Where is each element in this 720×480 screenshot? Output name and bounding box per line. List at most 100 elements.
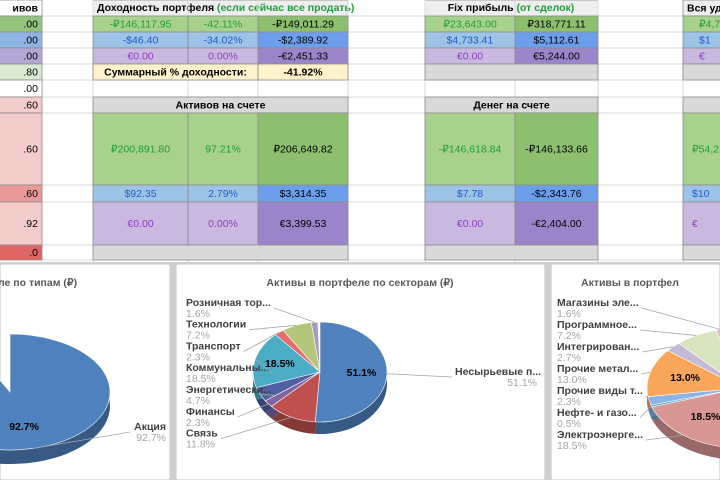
cell-text: $3,314.35	[280, 188, 327, 200]
leader-line	[255, 358, 273, 374]
cell-text: €0.00	[457, 218, 483, 230]
cell-text: $4,733.41	[447, 34, 494, 46]
legend-label: Розничная тор...	[186, 297, 271, 309]
cell	[682, 112, 720, 186]
cell	[424, 112, 516, 186]
cell-text: ₽54,2	[692, 143, 719, 155]
cell-text: -₽146,117.95	[110, 18, 172, 30]
leader-line	[645, 434, 684, 441]
leader-line	[273, 307, 315, 323]
legend-label: Финансы	[186, 406, 235, 418]
cell-text: -34.02%	[203, 34, 242, 46]
legend-value: 2.3%	[186, 417, 210, 429]
pie-slice	[315, 321, 388, 423]
cell-text: €0.00	[127, 218, 153, 230]
header-note: (от сделок)	[517, 2, 575, 14]
header-main: Доходность портфеля	[97, 2, 214, 14]
leader-line	[639, 329, 697, 336]
legend-label: Интегрирован...	[557, 341, 639, 353]
cell-text: -₽146,133.66	[525, 143, 588, 155]
chart-panel: Активы в портфел Магазины эле...1.6%Прогр…	[551, 264, 720, 480]
cell-text: .60	[23, 143, 38, 155]
cell-text: .60	[23, 188, 38, 200]
legend-value: 51.1%	[507, 377, 537, 389]
cell-text: -€2,451.33	[278, 50, 328, 62]
pie-value-label: 92.7%	[9, 421, 39, 433]
cell-text: $1	[699, 34, 711, 46]
legend-value: 13.0%	[557, 374, 587, 386]
cell-text: €0.00	[127, 50, 153, 62]
legend-value: 1.6%	[186, 308, 210, 320]
legend-label: Электроэнерге...	[557, 429, 643, 441]
cell-text: €	[699, 50, 705, 62]
cell	[0, 201, 43, 246]
legend-label: Программное...	[557, 319, 637, 331]
cell	[514, 112, 599, 186]
fix-header: Fix прибыль (от сделок)	[448, 2, 575, 14]
legend-value: 11.8%	[186, 439, 215, 451]
cell-text: .00	[23, 18, 38, 30]
cell	[0, 244, 43, 261]
cell-text: ₽318,771.11	[527, 18, 586, 30]
cell	[92, 244, 349, 261]
header-note: (если сейчас все продать)	[217, 2, 354, 14]
legend-label: Прочие метал...	[557, 363, 638, 375]
cell-text: €	[692, 218, 698, 230]
legend-value: 2.3%	[557, 396, 581, 408]
cell-text: .80	[23, 66, 38, 78]
cell-text: Суммарный % доходности:	[104, 66, 247, 78]
cell	[187, 201, 259, 246]
cell	[92, 201, 189, 246]
cell-text: €0.00	[457, 50, 483, 62]
cell-text: .92	[23, 218, 38, 230]
legend-label: Несырьевые п...	[455, 366, 541, 378]
pie-value-label: 13.0%	[670, 372, 700, 384]
cell-text: €3,399.53	[280, 218, 327, 230]
chart-panel: Активы в портфеле по секторам (₽) Розничн…	[176, 264, 545, 480]
leader-line	[249, 324, 297, 331]
cell	[424, 63, 599, 81]
cell	[682, 63, 720, 81]
legend-label: Технологии	[186, 319, 246, 331]
legend-value: 18.5%	[186, 373, 216, 385]
cell-text: -$46.40	[123, 34, 159, 46]
chart-title: ле по типам (₽)	[0, 277, 77, 289]
portfolio-header: Доходность портфеля (если сейчас все про…	[97, 2, 354, 14]
cell-text: -42.11%	[204, 18, 242, 30]
leader-line	[641, 371, 651, 375]
cell-text: €5,244.00	[533, 50, 580, 62]
cell-text: ₽4,7	[699, 18, 720, 30]
leader-line	[642, 346, 673, 353]
legend-label: Связь	[186, 428, 218, 440]
legend-label: Транспорт	[186, 340, 241, 352]
leader-line	[260, 394, 275, 396]
cell-text: ₽206,649.82	[273, 143, 332, 155]
legend-label: Акция	[134, 421, 166, 433]
legend-value: 7.2%	[186, 330, 210, 342]
chart-title: Активы в портфел	[581, 277, 679, 289]
leader-line	[386, 373, 453, 378]
cell	[682, 244, 720, 261]
legend-label: Прочие виды т...	[557, 385, 643, 397]
leader-line	[32, 431, 131, 449]
cell-text: -₽149,011.29	[272, 18, 334, 30]
cell-text: .60	[23, 99, 38, 111]
legend-label: Нефте- и газо...	[557, 407, 637, 419]
cell	[682, 201, 720, 246]
cell-text: ₽23,643.00	[443, 18, 497, 30]
leader-line	[220, 416, 292, 440]
legend-label: Энергетически...	[186, 384, 272, 396]
leader-line	[639, 405, 652, 419]
legend-value: 2.3%	[186, 351, 210, 363]
cell-text: 97.21%	[205, 143, 241, 155]
cell-text: -41.92%	[283, 66, 323, 78]
chart-title: Активы в портфеле по секторам (₽)	[266, 277, 453, 289]
cell-text: ₽200,891.80	[111, 143, 170, 155]
cell-text: Денег на счете	[473, 99, 550, 111]
cell-text: $10	[692, 188, 710, 200]
cell-text: -€2,404.00	[531, 218, 581, 230]
legend-value: 92.7%	[136, 432, 166, 444]
pie-value-label: 18.5%	[265, 358, 295, 370]
cell	[257, 112, 349, 186]
header-main: Fix прибыль	[448, 2, 514, 14]
